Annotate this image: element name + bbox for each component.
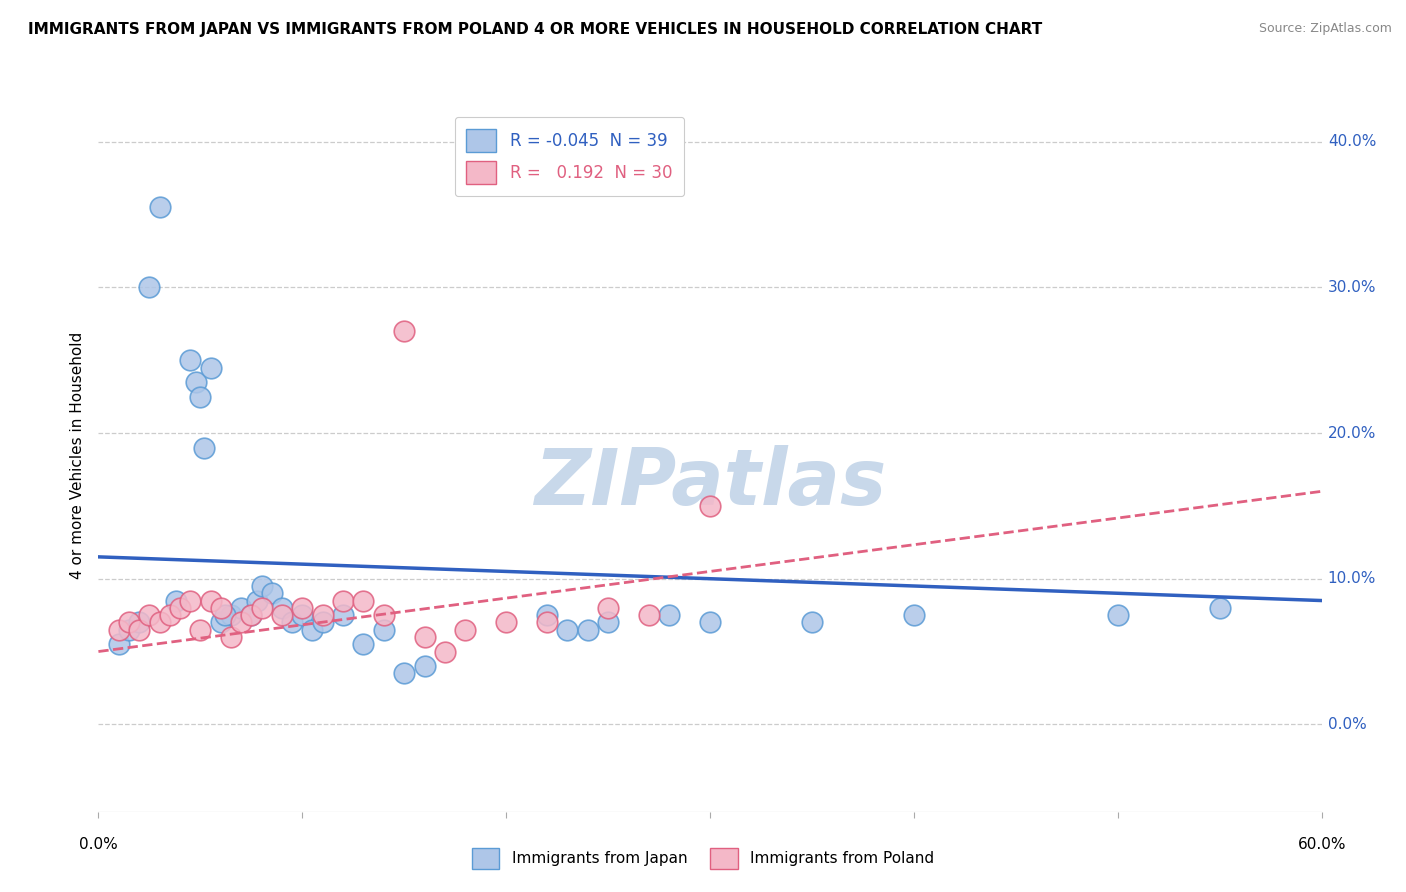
- Point: [312, 615, 335, 630]
- Point: [555, 623, 579, 637]
- Point: [270, 608, 294, 623]
- Point: [219, 608, 242, 623]
- Point: [186, 375, 208, 389]
- Point: [169, 600, 191, 615]
- Point: [231, 600, 253, 615]
- Point: [188, 390, 212, 404]
- Point: [179, 353, 201, 368]
- Legend: R = -0.045  N = 39, R =   0.192  N = 30: R = -0.045 N = 39, R = 0.192 N = 30: [454, 117, 683, 196]
- Point: [352, 593, 374, 607]
- Point: [413, 630, 436, 644]
- Point: [270, 600, 294, 615]
- Text: ZIPatlas: ZIPatlas: [534, 445, 886, 522]
- Point: [495, 615, 517, 630]
- Point: [246, 593, 269, 607]
- Point: [209, 615, 232, 630]
- Point: [128, 615, 150, 630]
- Point: [332, 593, 354, 607]
- Point: [1208, 600, 1232, 615]
- Point: [193, 441, 215, 455]
- Point: [536, 615, 558, 630]
- Point: [108, 637, 131, 651]
- Point: [138, 608, 160, 623]
- Point: [699, 615, 721, 630]
- Point: [352, 637, 374, 651]
- Point: [658, 608, 681, 623]
- Point: [149, 200, 172, 214]
- Text: IMMIGRANTS FROM JAPAN VS IMMIGRANTS FROM POLAND 4 OR MORE VEHICLES IN HOUSEHOLD : IMMIGRANTS FROM JAPAN VS IMMIGRANTS FROM…: [28, 22, 1042, 37]
- Point: [200, 593, 222, 607]
- Point: [413, 659, 436, 673]
- Point: [179, 593, 201, 607]
- Point: [165, 593, 187, 607]
- Point: [373, 608, 395, 623]
- Text: 40.0%: 40.0%: [1327, 135, 1376, 149]
- Point: [250, 600, 273, 615]
- Point: [188, 623, 212, 637]
- Point: [637, 608, 661, 623]
- Point: [596, 615, 619, 630]
- Point: [209, 600, 232, 615]
- Point: [536, 608, 558, 623]
- Point: [240, 608, 263, 623]
- Point: [801, 615, 824, 630]
- Point: [903, 608, 925, 623]
- Point: [214, 608, 236, 623]
- Point: [291, 608, 314, 623]
- Point: [373, 623, 395, 637]
- Point: [138, 280, 160, 294]
- Point: [149, 615, 172, 630]
- Point: [200, 360, 222, 375]
- Point: [159, 608, 181, 623]
- Point: [312, 608, 335, 623]
- Point: [231, 615, 253, 630]
- Point: [281, 615, 304, 630]
- Point: [250, 579, 273, 593]
- Point: [128, 623, 150, 637]
- Text: 0.0%: 0.0%: [1327, 717, 1367, 731]
- Point: [332, 608, 354, 623]
- Text: 0.0%: 0.0%: [79, 837, 118, 852]
- Y-axis label: 4 or more Vehicles in Household: 4 or more Vehicles in Household: [70, 331, 86, 579]
- Point: [291, 600, 314, 615]
- Point: [699, 499, 721, 513]
- Text: Source: ZipAtlas.com: Source: ZipAtlas.com: [1258, 22, 1392, 36]
- Point: [392, 324, 416, 338]
- Point: [433, 644, 456, 658]
- Point: [392, 666, 416, 681]
- Point: [118, 615, 141, 630]
- Text: 60.0%: 60.0%: [1298, 837, 1346, 852]
- Point: [260, 586, 283, 600]
- Point: [108, 623, 131, 637]
- Text: 10.0%: 10.0%: [1327, 571, 1376, 586]
- Point: [454, 623, 477, 637]
- Legend: Immigrants from Japan, Immigrants from Poland: Immigrants from Japan, Immigrants from P…: [465, 841, 941, 875]
- Point: [118, 623, 141, 637]
- Text: 20.0%: 20.0%: [1327, 425, 1376, 441]
- Point: [596, 600, 619, 615]
- Point: [1107, 608, 1129, 623]
- Point: [576, 623, 599, 637]
- Point: [219, 630, 242, 644]
- Text: 30.0%: 30.0%: [1327, 280, 1376, 295]
- Point: [301, 623, 323, 637]
- Point: [240, 608, 263, 623]
